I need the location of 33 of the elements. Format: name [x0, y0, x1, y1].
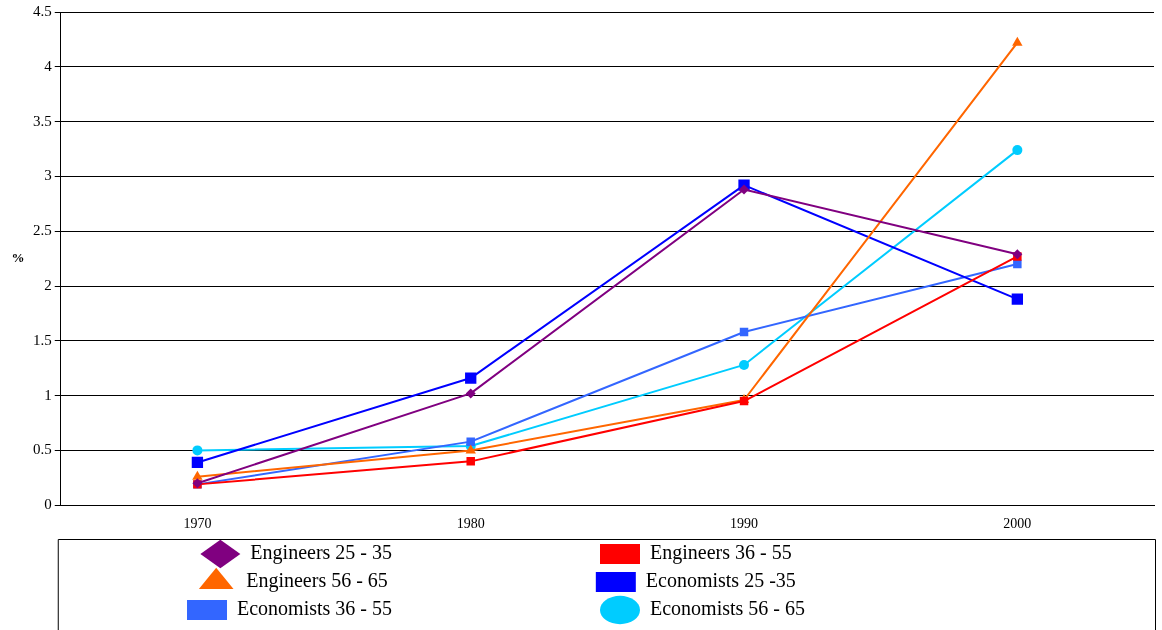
point	[466, 457, 475, 466]
legend-label: Economists 56 - 65	[650, 597, 1005, 620]
legend-label: Economists 36 - 55	[237, 597, 593, 620]
y-tick-label: 1.5	[33, 331, 52, 348]
x-tick-label: 1980	[456, 516, 485, 532]
legend-label: Engineers 56 - 65	[246, 569, 588, 593]
point	[465, 372, 477, 384]
point	[191, 456, 204, 469]
y-tick-label: 3	[44, 167, 52, 184]
point	[739, 184, 750, 195]
point	[192, 470, 203, 480]
y-tick-label: 4	[44, 57, 53, 74]
y-tick-label: 4.5	[33, 2, 52, 19]
point	[192, 445, 203, 456]
point	[465, 388, 476, 399]
point	[1012, 36, 1023, 46]
x-tick-label: 2000	[1003, 516, 1032, 532]
y-tick-label: 1	[44, 386, 52, 403]
point	[1012, 145, 1023, 156]
y-tick-label: 2.5	[33, 222, 52, 239]
point	[739, 359, 750, 370]
point	[1011, 293, 1023, 305]
legend-label: Economists 25 -35	[645, 569, 996, 592]
legend-label: Engineers 36 - 55	[650, 541, 992, 565]
y-tick-label: 0	[44, 496, 52, 513]
x-tick-label: 1990	[730, 516, 759, 532]
y-tick-label: 3.5	[33, 112, 52, 129]
point	[466, 437, 475, 446]
y-tick-label: 2	[44, 276, 52, 293]
legend-label: Engineers 25 - 35	[250, 541, 593, 565]
x-tick-label: 1970	[183, 516, 212, 532]
y-tick-label: 0.5	[33, 441, 52, 458]
y-axis-title: %	[11, 249, 25, 265]
